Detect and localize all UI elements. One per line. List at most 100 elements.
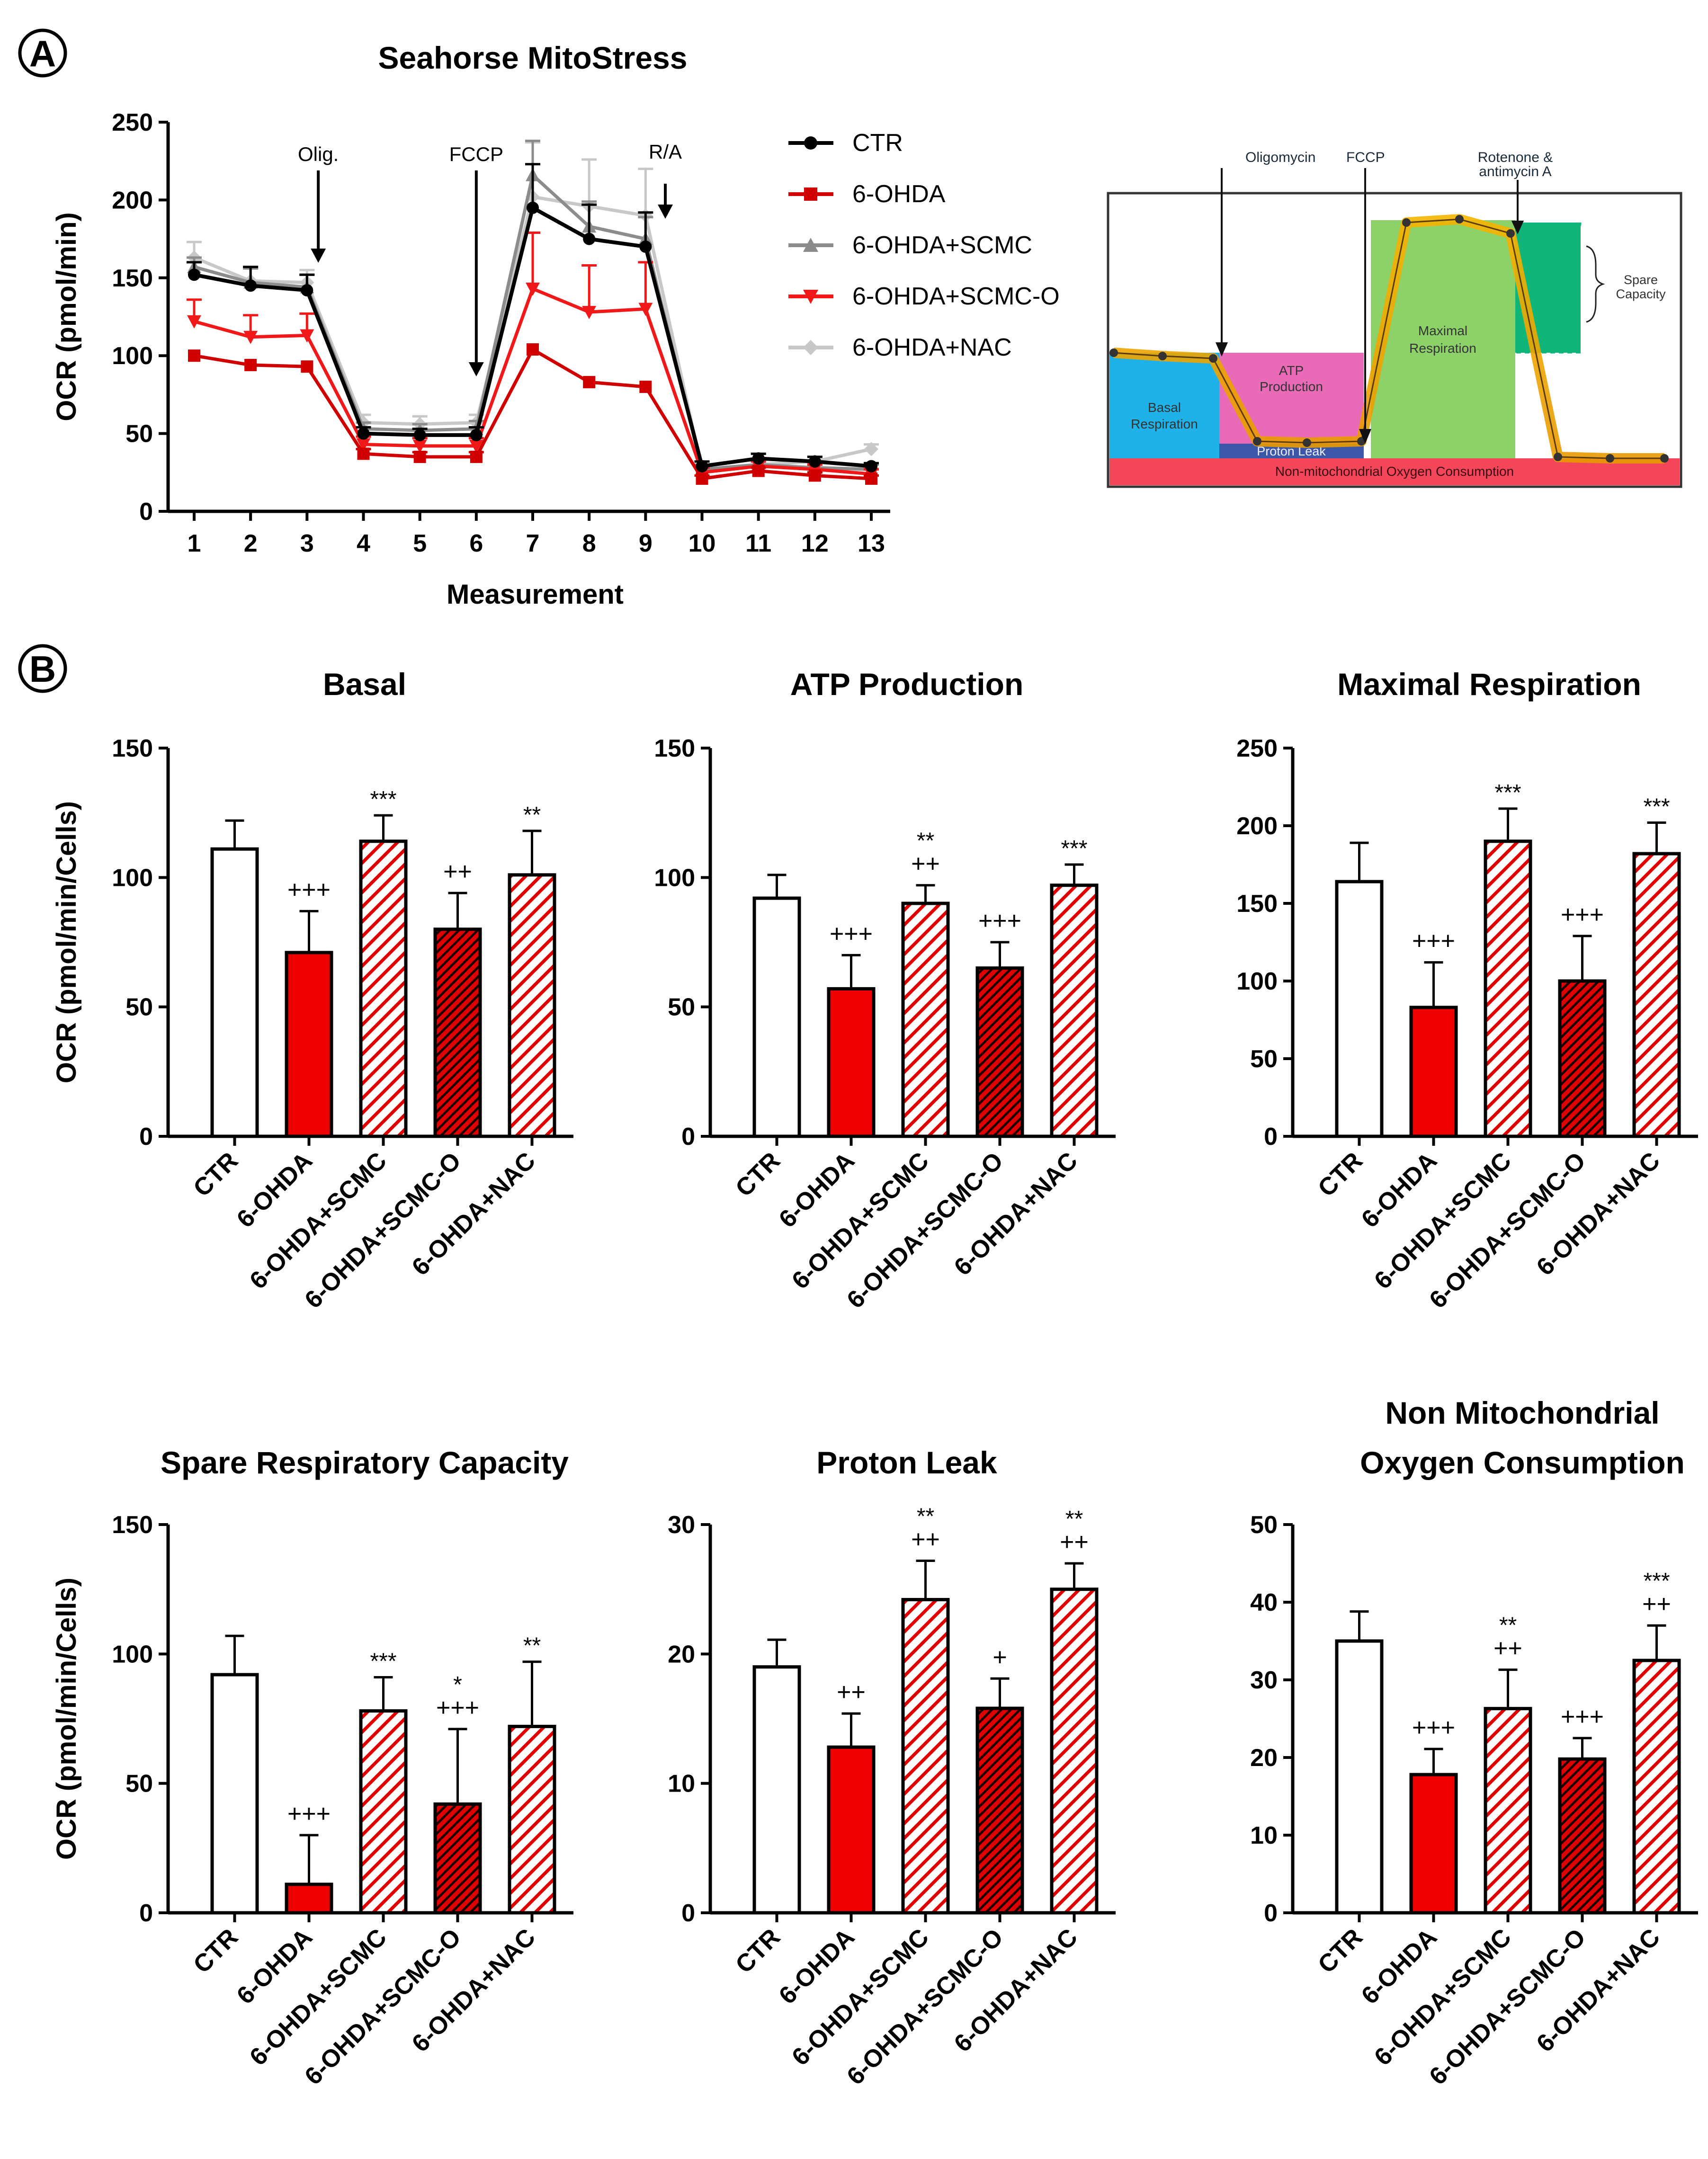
bar-chart-ylabel: OCR (pmol/min/Cells) <box>51 801 82 1083</box>
bar-y-tick-label: 100 <box>654 864 695 892</box>
bar-y-tick-label: 100 <box>112 1641 153 1668</box>
significance-mark: ** <box>917 1504 934 1529</box>
maximal-block <box>1371 220 1515 458</box>
data-point <box>583 376 596 389</box>
data-point <box>639 380 652 393</box>
schematic-maximal-1: Maximal <box>1418 323 1467 338</box>
significance-mark: +++ <box>978 907 1021 935</box>
bar-chart-maximal-respiration: Maximal Respiration 0 50 100 150 200 250 CTR6-O… <box>1236 667 1698 1314</box>
bar <box>1335 880 1384 1138</box>
line-x-tick-label: 4 <box>357 530 370 557</box>
significance-mark: +++ <box>287 1800 331 1828</box>
bar-category-label: CTR <box>1313 1923 1368 1979</box>
bar-chart-title: Proton Leak <box>816 1445 997 1480</box>
line-chart-xlabel: Measurement <box>447 579 624 610</box>
series-6-ohda-scmc-o <box>187 231 879 482</box>
data-point <box>808 469 821 482</box>
bar-category-label: 6-OHDA+SCMC <box>787 1923 934 2071</box>
annotation-arrowhead <box>311 249 326 263</box>
schematic-fccp: FCCP <box>1346 150 1385 165</box>
legend-label: 6-OHDA <box>852 180 946 208</box>
bar-y-tick-label: 30 <box>1250 1667 1278 1694</box>
line-x-tick-label: 11 <box>745 530 771 557</box>
data-point <box>469 439 483 453</box>
bar-y-tick-label: 50 <box>1250 1511 1278 1539</box>
data-point <box>527 201 539 214</box>
seahorse-schematic: Oligomycin FCCP Rotenone & antimycin A S… <box>1107 150 1682 488</box>
significance-mark: +++ <box>1412 1714 1455 1741</box>
bar <box>752 896 801 1138</box>
panel-label-a-text: A <box>29 33 56 74</box>
annotation-label: FCCP <box>449 143 503 165</box>
bar-y-tick-label: 150 <box>112 1511 153 1539</box>
bar-category-label: CTR <box>730 1147 786 1202</box>
bar-category-label: CTR <box>188 1147 243 1202</box>
significance-mark: ++ <box>443 858 472 885</box>
significance-mark: ++ <box>1060 1528 1089 1556</box>
significance-mark: +++ <box>287 876 331 903</box>
bar-category-label: CTR <box>188 1923 243 1979</box>
panel-label-b: B <box>18 644 67 693</box>
data-point <box>696 472 708 485</box>
significance-mark: *** <box>1643 794 1670 819</box>
legend-marker <box>804 187 817 201</box>
bar-y-tick-label: 150 <box>1236 890 1278 918</box>
bar <box>1050 883 1099 1138</box>
data-point <box>864 442 878 456</box>
significance-mark: +++ <box>1561 901 1604 928</box>
line-x-tick-label: 5 <box>413 530 427 557</box>
significance-mark: ** <box>1499 1613 1517 1638</box>
annotation-label: Olig. <box>298 143 339 165</box>
bar-category-label: 6-OHDA+SCMC <box>787 1147 934 1294</box>
bar-chart-basal: Basal OCR (pmol/min/Cells) 0 50 100 150 CTR6-O… <box>51 667 573 1314</box>
bar-y-tick-label: 50 <box>125 994 153 1021</box>
bar-category-label: CTR <box>730 1923 786 1979</box>
data-point <box>188 349 200 362</box>
data-point <box>301 284 313 297</box>
data-point <box>413 428 426 441</box>
line-x-tick-label: 13 <box>858 530 885 557</box>
legend-label: 6-OHDA+SCMC <box>852 232 1032 259</box>
bar <box>975 966 1024 1138</box>
significance-mark: *** <box>370 787 396 812</box>
bar-chart-title: Spare Respiratory Capacity <box>161 1445 569 1480</box>
bar <box>1409 1006 1458 1138</box>
bar-category-label: CTR <box>1313 1147 1368 1202</box>
line-y-tick-label: 150 <box>112 265 153 292</box>
bar <box>975 1706 1024 1915</box>
data-point <box>470 428 483 441</box>
bar-y-tick-label: 30 <box>668 1511 695 1539</box>
line-y-tick-label: 50 <box>125 420 153 448</box>
bar-y-tick-label: 0 <box>139 1900 153 1927</box>
bar-y-tick-label: 20 <box>1250 1744 1278 1772</box>
bar <box>359 1709 408 1915</box>
bar-y-tick-label: 20 <box>668 1641 695 1668</box>
bar-y-tick-label: 150 <box>112 735 153 762</box>
bar <box>433 928 482 1138</box>
schematic-rotenone-2: antimycin A <box>1479 164 1551 179</box>
bar <box>1050 1588 1099 1915</box>
data-point <box>639 241 652 253</box>
bar <box>901 901 950 1138</box>
schematic-basal-1: Basal <box>1148 400 1181 415</box>
annotation-arrowhead <box>658 205 673 219</box>
data-point <box>356 438 371 452</box>
schematic-atp-2: Production <box>1260 379 1323 394</box>
line-chart-title: Seahorse MitoStress <box>378 40 688 75</box>
data-point <box>865 460 877 473</box>
legend-label: 6-OHDA+SCMC-O <box>852 283 1060 310</box>
bar-category-label: 6-OHDA+SCMC <box>244 1147 392 1294</box>
bar-chart-spare-respiratory-capacity: Spare Respiratory Capacity OCR (pmol/min/… <box>51 1445 573 2090</box>
series-line <box>194 172 872 471</box>
line-x-tick-label: 8 <box>582 530 596 557</box>
bar <box>1632 852 1681 1138</box>
significance-mark: ++ <box>911 1526 940 1553</box>
data-point <box>470 450 483 463</box>
schematic-nonmito: Non-mitochondrial Oxygen Consumption <box>1275 464 1514 479</box>
bar <box>508 1724 556 1915</box>
bar-y-tick-label: 200 <box>1236 812 1278 840</box>
panel-label-a: A <box>18 28 67 78</box>
bar <box>827 987 876 1138</box>
significance-mark: *** <box>1494 780 1521 805</box>
